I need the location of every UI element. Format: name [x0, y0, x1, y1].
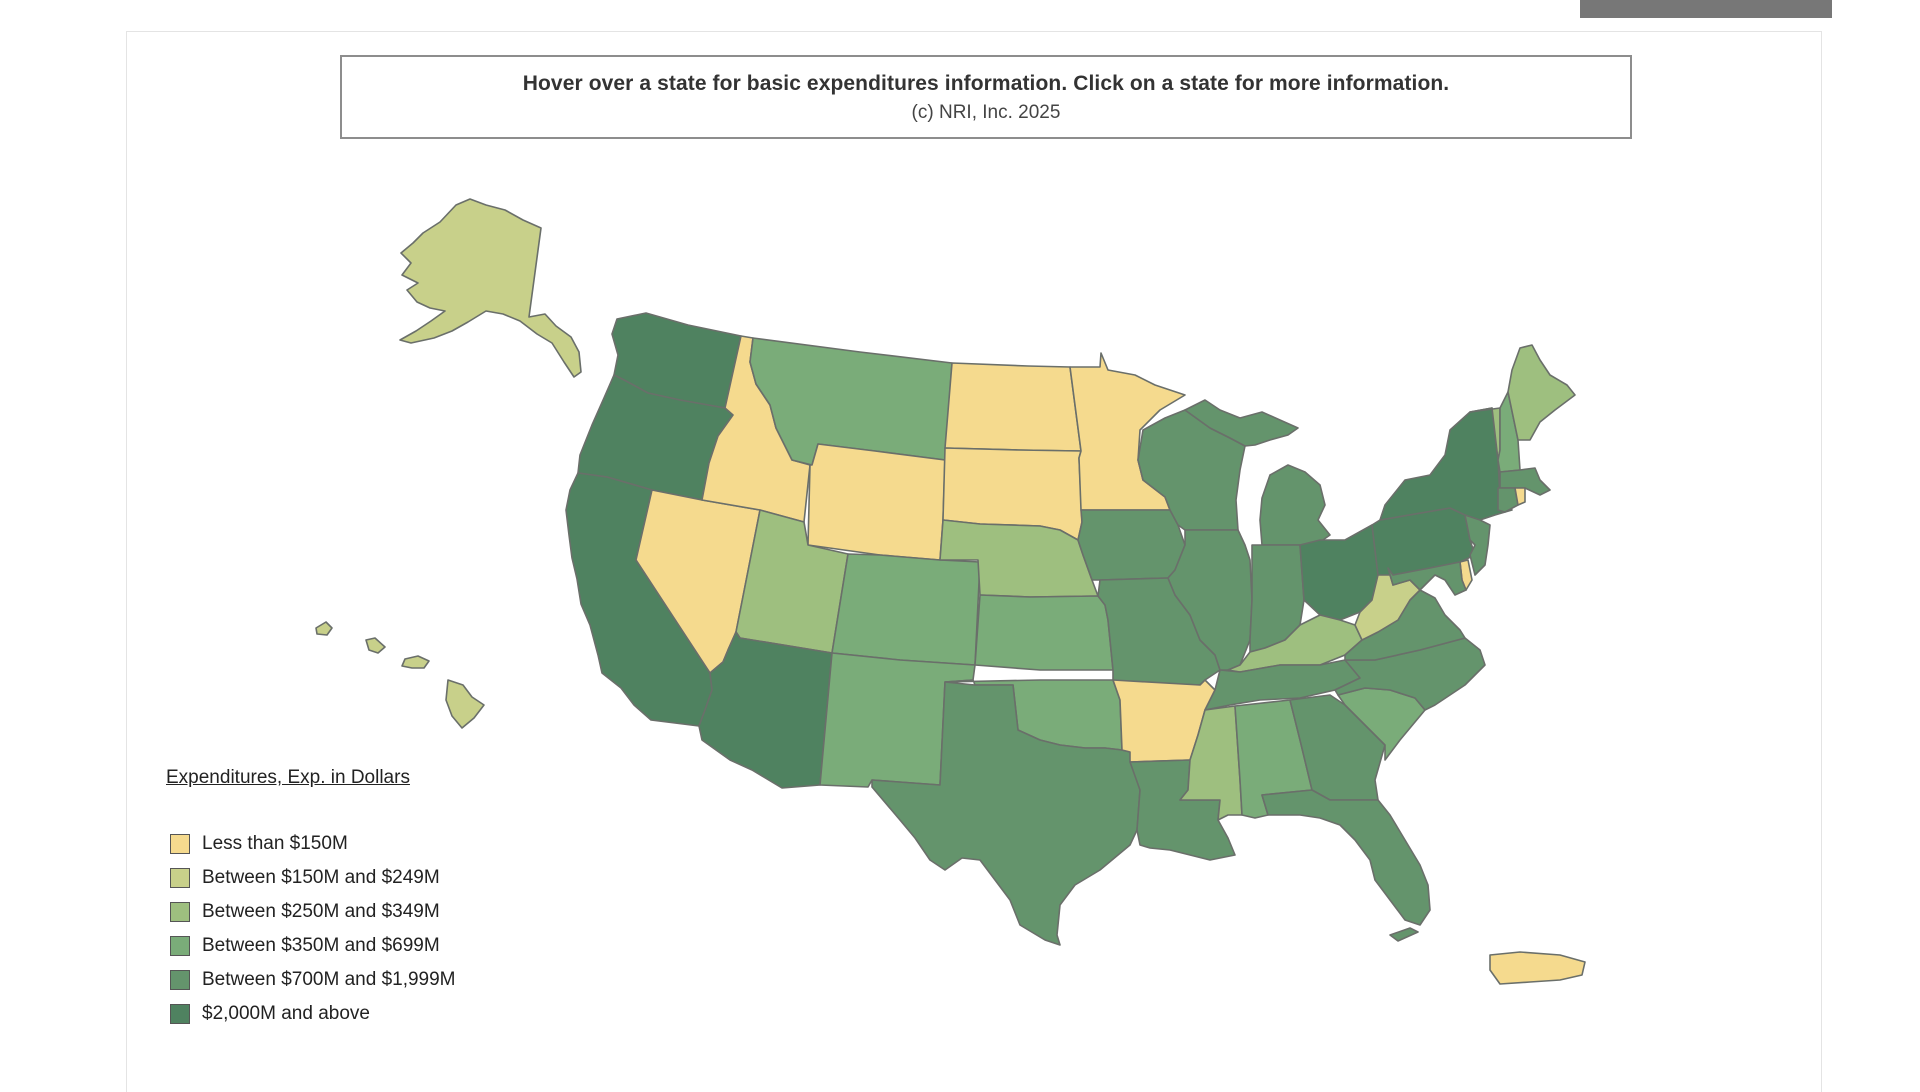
legend-label: Less than $150M [202, 833, 348, 854]
state-md[interactable] [1387, 561, 1467, 596]
legend-swatch [170, 834, 190, 854]
state-hi-big-island[interactable] [445, 679, 485, 729]
legend-swatch [170, 1004, 190, 1024]
legend-label: Between $150M and $249M [202, 867, 440, 888]
state-hi-maui[interactable] [401, 655, 430, 669]
legend-label: Between $250M and $349M [202, 901, 440, 922]
state-mi-upper[interactable] [1184, 399, 1299, 447]
instructions-box: Hover over a state for basic expenditure… [340, 55, 1632, 139]
legend-label: $2,000M and above [202, 1003, 370, 1024]
legend-item[interactable]: Between $150M and $249M [166, 861, 456, 895]
state-hi-kauai[interactable] [315, 621, 333, 636]
state-mi-lower[interactable] [1259, 464, 1331, 546]
legend-label: Between $350M and $699M [202, 935, 440, 956]
state-nd[interactable] [944, 362, 1082, 452]
instructions-text: Hover over a state for basic expenditure… [522, 72, 1450, 95]
state-ks[interactable] [974, 594, 1114, 671]
legend-item[interactable]: Between $350M and $699M [166, 929, 456, 963]
state-hi-oahu[interactable] [365, 637, 386, 654]
state-ia[interactable] [1077, 509, 1186, 581]
state-nj[interactable] [1464, 514, 1491, 576]
state-co[interactable] [831, 553, 981, 666]
state-ri[interactable] [1514, 487, 1526, 506]
state-ak[interactable] [399, 198, 582, 378]
state-fl[interactable] [1261, 789, 1431, 926]
legend-swatch [170, 902, 190, 922]
state-fl-keys[interactable] [1389, 927, 1419, 942]
copyright-text: (c) NRI, Inc. 2025 [911, 102, 1061, 123]
legend-item[interactable]: Less than $150M [166, 827, 456, 861]
legend-label: Between $700M and $1,999M [202, 969, 456, 990]
state-wy[interactable] [807, 443, 946, 561]
legend-item[interactable]: $2,000M and above [166, 997, 456, 1031]
state-ct[interactable] [1497, 487, 1519, 513]
legend-item[interactable]: Between $250M and $349M [166, 895, 456, 929]
legend: Expenditures, Exp. in Dollars Less than … [166, 767, 456, 1031]
top-tab[interactable] [1580, 0, 1832, 18]
legend-swatch [170, 868, 190, 888]
state-ny[interactable] [1379, 407, 1513, 521]
state-mn[interactable] [1069, 352, 1186, 511]
legend-swatch [170, 970, 190, 990]
state-az[interactable] [698, 631, 833, 789]
legend-swatch [170, 936, 190, 956]
legend-title: Expenditures, Exp. in Dollars [166, 767, 410, 788]
state-me[interactable] [1507, 344, 1576, 441]
state-tx[interactable] [871, 681, 1141, 946]
state-pr[interactable] [1489, 951, 1586, 985]
legend-item[interactable]: Between $700M and $1,999M [166, 963, 456, 997]
